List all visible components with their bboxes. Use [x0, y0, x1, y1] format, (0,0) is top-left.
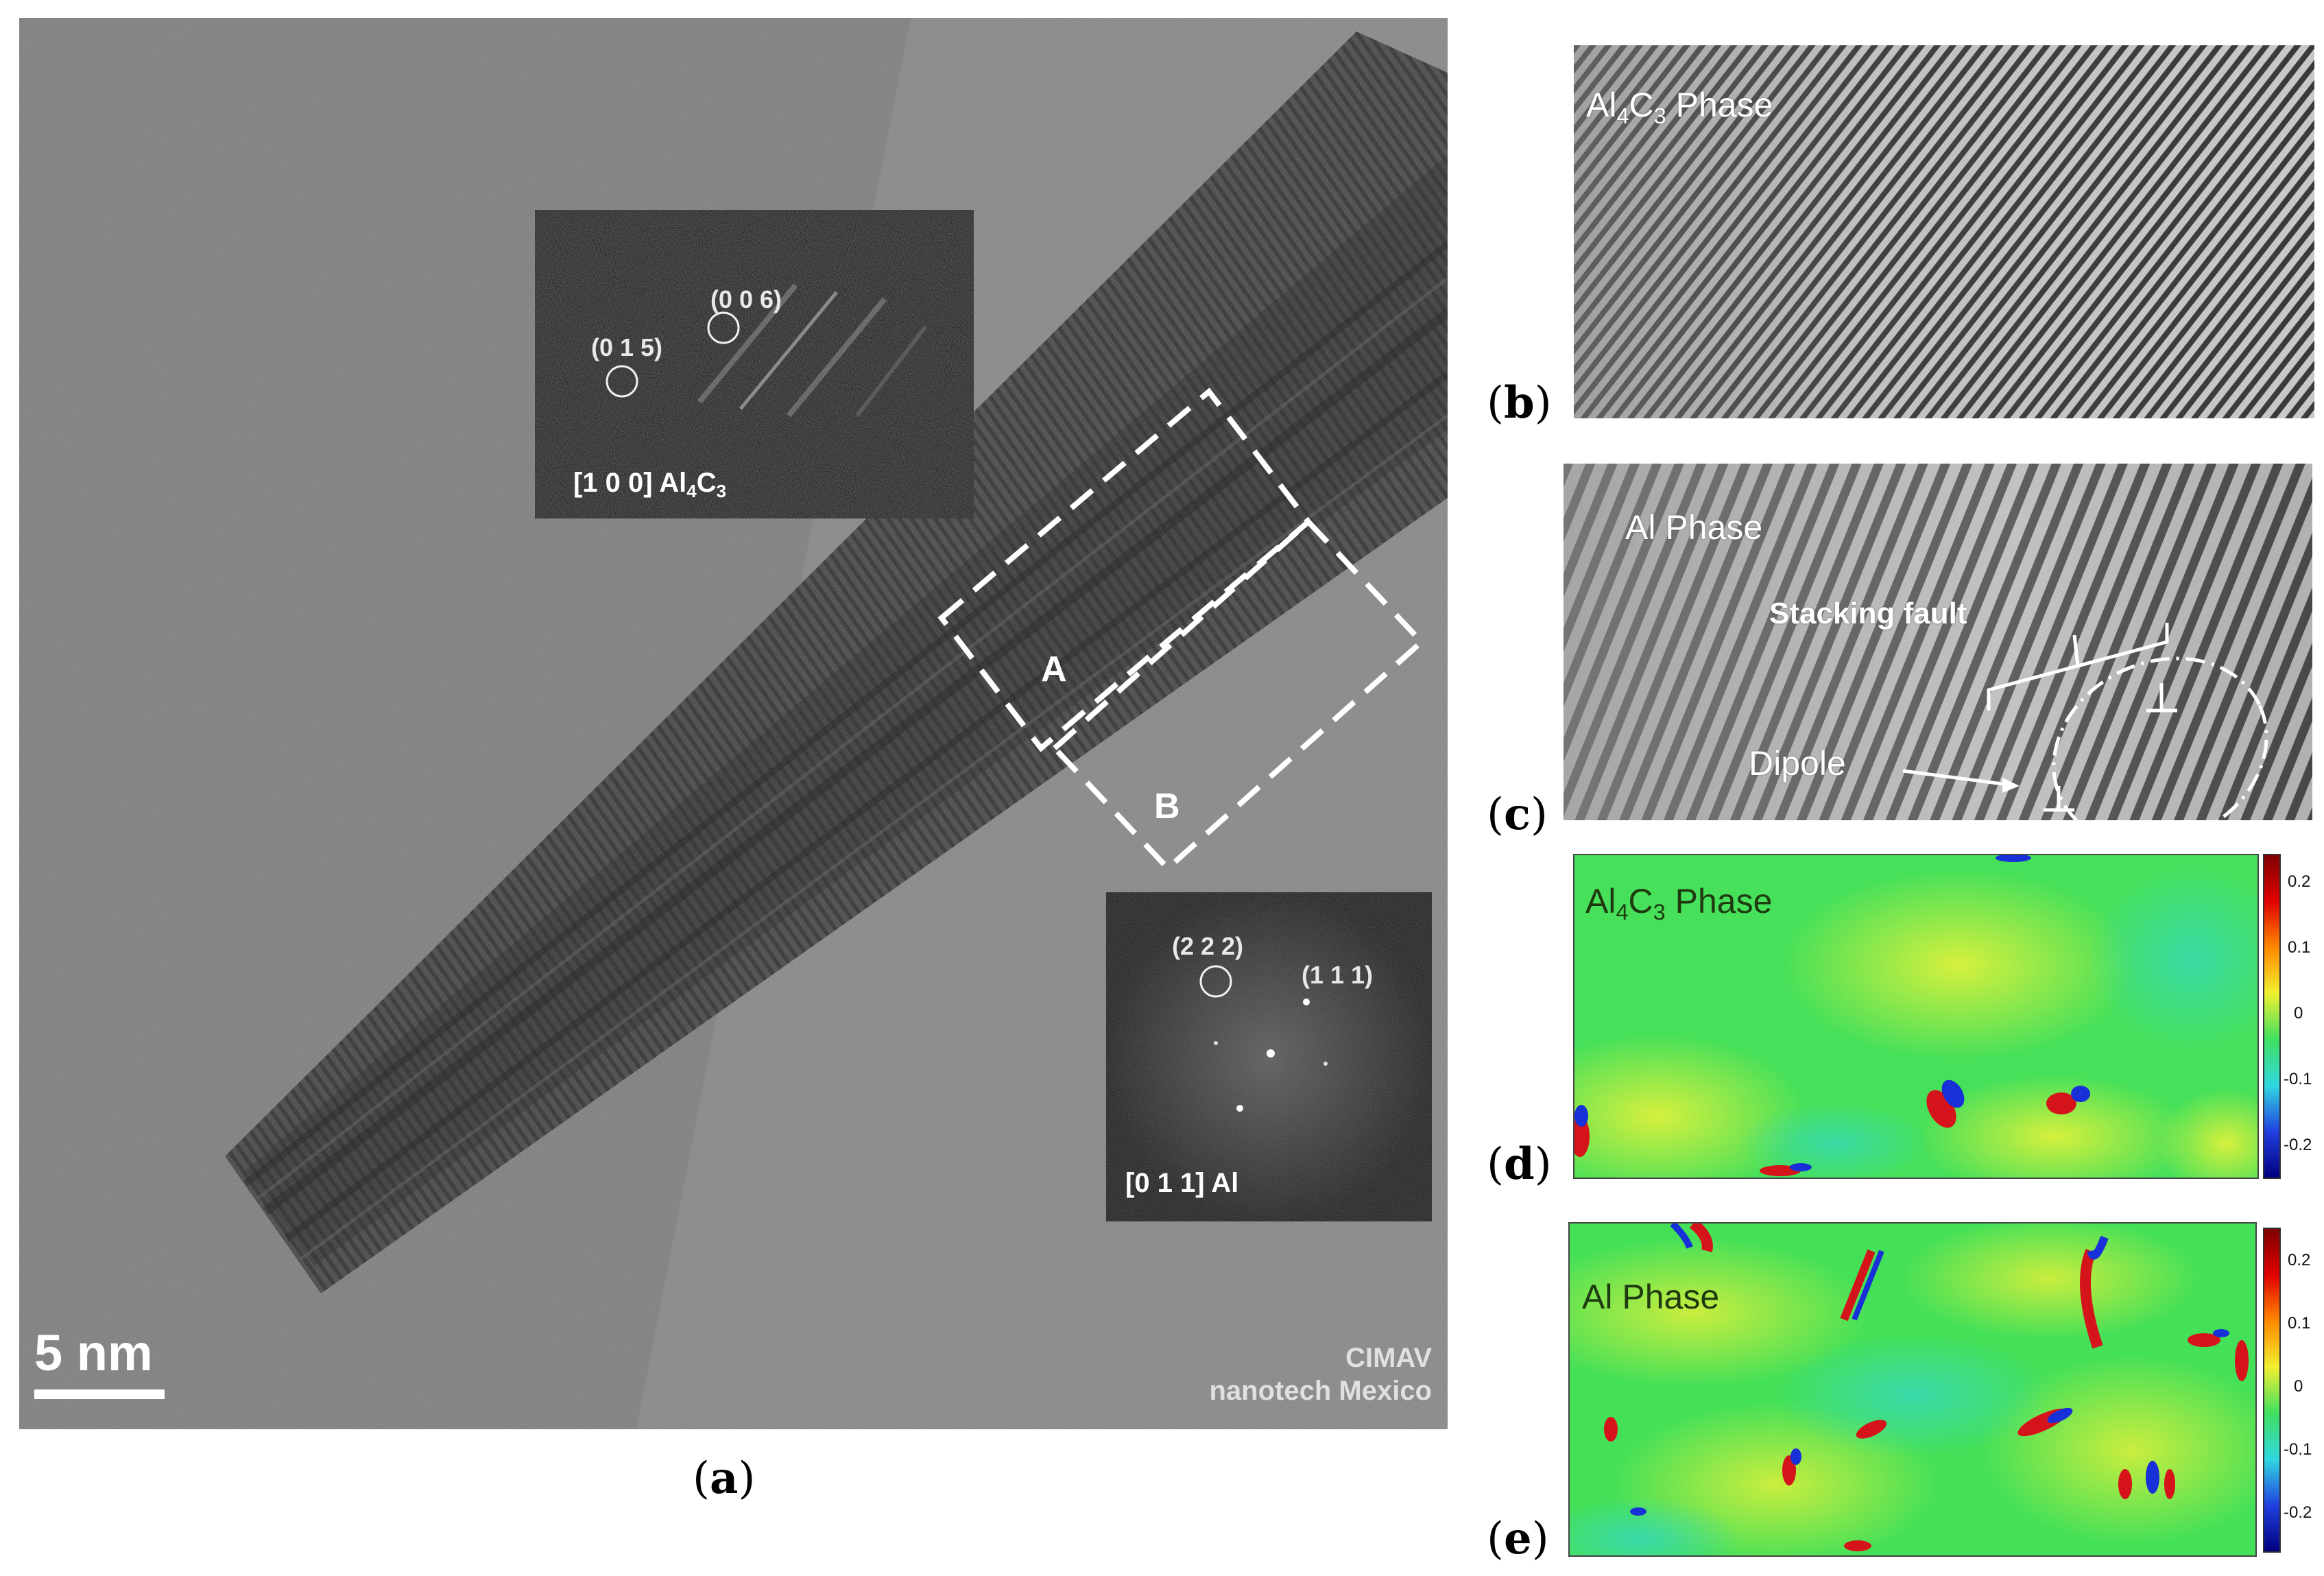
- credit-line-1: CIMAV: [1345, 1343, 1432, 1373]
- fft-inset-al4c3: (0 0 6) (0 1 5) [1 0 0] Al4C3: [535, 210, 974, 518]
- region-b-box: [1051, 518, 1426, 872]
- panel-c-title: Al Phase: [1625, 508, 1763, 547]
- credit-line-2: nanotech Mexico: [1209, 1376, 1432, 1406]
- panel-label-e: (e): [1487, 1513, 1549, 1564]
- panel-e-tick-1: 0.2: [2288, 1251, 2311, 1269]
- panel-c-fringes: Al Phase Stacking fault Dipole: [1564, 464, 2312, 820]
- panel-d-tick-1: 0.2: [2288, 872, 2311, 891]
- credit-text: CIMAV nanotech Mexico: [1116, 1341, 1432, 1407]
- panel-d-tick-4: -0.1: [2284, 1070, 2312, 1088]
- panel-d-tick-5: -0.2: [2284, 1136, 2312, 1154]
- fft-inset-al: (2 2 2) (1 1 1) [0 1 1] Al: [1106, 892, 1432, 1221]
- region-b-label: B: [1154, 787, 1180, 826]
- zone-axis-label-al: [0 1 1] Al: [1125, 1168, 1239, 1198]
- spot-006-circle: [707, 311, 740, 344]
- panel-e-tick-2: 0.1: [2288, 1314, 2311, 1333]
- tem-image: (0 0 6) (0 1 5) [1 0 0] Al4C3: [19, 18, 1448, 1429]
- strain-map-e: [1570, 1223, 2255, 1555]
- panel-d-tick-2: 0.1: [2288, 938, 2311, 957]
- panel-label-a: (a): [693, 1453, 756, 1504]
- fft-pattern-al: [1106, 892, 1432, 1221]
- panel-d-title: Al4C3 Phase: [1585, 882, 1773, 924]
- panel-b-fringes: Al4C3 Phase: [1574, 45, 2314, 418]
- panel-d-tick-3: 0: [2294, 1004, 2303, 1023]
- panel-label-d: (d): [1487, 1138, 1552, 1190]
- spot-222-circle: [1199, 965, 1232, 998]
- panel-e-tick-5: -0.2: [2284, 1503, 2312, 1522]
- scale-bar: [34, 1389, 165, 1399]
- panel-e-tick-3: 0: [2294, 1377, 2303, 1396]
- region-a-label: A: [1041, 649, 1067, 689]
- fringe-pattern-b: [1574, 45, 2314, 418]
- region-a-box: [937, 387, 1313, 752]
- spot-111-label: (1 1 1): [1302, 961, 1374, 989]
- stacking-fault-label: Stacking fault: [1769, 597, 1967, 630]
- dipole-label: Dipole: [1749, 744, 1846, 783]
- spot-222-label: (2 2 2): [1172, 932, 1244, 960]
- spot-015-circle: [606, 365, 638, 398]
- panel-e-colorbar: [2263, 1228, 2281, 1553]
- panel-d-map: Al4C3 Phase: [1573, 854, 2259, 1179]
- panel-label-c: (c): [1487, 789, 1548, 840]
- panel-label-b: (b): [1487, 377, 1552, 429]
- panel-b-title: Al4C3 Phase: [1586, 86, 1773, 128]
- zone-axis-label-al4c3: [1 0 0] Al4C3: [573, 468, 727, 501]
- panel-e-tick-4: -0.1: [2284, 1440, 2312, 1459]
- panel-e-title: Al Phase: [1582, 1278, 1720, 1316]
- spot-015-label: (0 1 5): [591, 333, 663, 361]
- panel-e-map: Al Phase: [1568, 1222, 2257, 1557]
- spot-006-label: (0 0 6): [710, 285, 782, 313]
- fringe-pattern-c: [1564, 464, 2312, 820]
- panel-d-colorbar: [2263, 854, 2281, 1179]
- dipole-arrow: [1902, 769, 2009, 787]
- strain-map-d: [1574, 855, 2257, 1178]
- dipole-ellipse: [2052, 656, 2268, 820]
- fft-pattern: [535, 210, 974, 518]
- scale-bar-label: 5 nm: [34, 1324, 153, 1381]
